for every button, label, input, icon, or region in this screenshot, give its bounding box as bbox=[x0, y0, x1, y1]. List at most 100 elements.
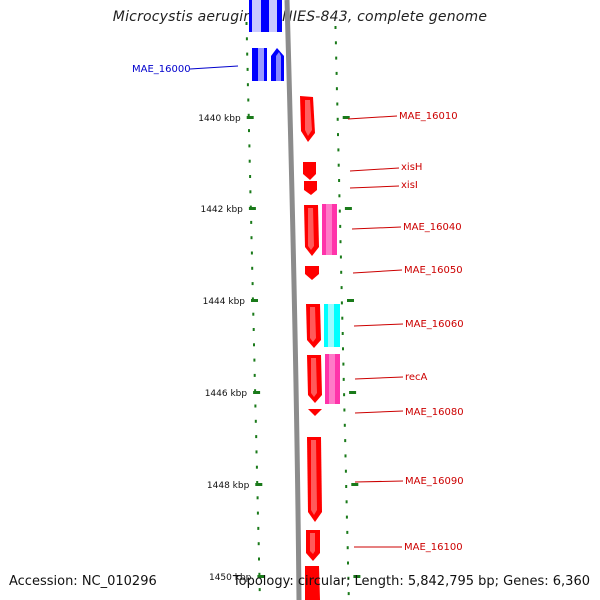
guide-dot bbox=[256, 481, 259, 484]
guide-dot bbox=[334, 41, 337, 45]
gene-feature-highlight bbox=[310, 307, 316, 342]
gene-label[interactable]: MAE_16000 bbox=[132, 64, 191, 75]
gene-feature-highlight bbox=[252, 0, 261, 32]
guide-dot bbox=[338, 209, 341, 213]
guide-dot bbox=[245, 22, 248, 25]
guide-dot bbox=[345, 485, 348, 488]
guide-dot bbox=[246, 83, 249, 87]
leader-line bbox=[354, 480, 404, 483]
guide-dot bbox=[254, 404, 257, 408]
guide-dot bbox=[251, 266, 254, 270]
gene-label[interactable]: MAE_16040 bbox=[403, 222, 462, 233]
guide-dot bbox=[255, 435, 258, 439]
gene-label[interactable]: MAE_16010 bbox=[399, 111, 458, 122]
leader-line bbox=[349, 167, 400, 172]
guide-dot bbox=[258, 557, 260, 561]
guide-dot bbox=[254, 389, 257, 393]
guide-dot bbox=[340, 270, 343, 274]
guide-dot bbox=[250, 251, 253, 255]
gene-feature-arrow[interactable] bbox=[303, 162, 316, 180]
guide-dot bbox=[258, 572, 261, 576]
map-title: Microcystis aeruginosa NIES-843, complet… bbox=[112, 9, 488, 25]
guide-dot bbox=[344, 454, 347, 458]
guide-dot bbox=[256, 511, 259, 515]
guide-dot bbox=[340, 286, 343, 290]
guide-dot bbox=[335, 87, 338, 91]
gene-label[interactable]: MAE_16080 bbox=[405, 407, 464, 418]
guide-dot bbox=[248, 159, 251, 163]
genome-info-text: Topology: circular; Length: 5,842,795 bp… bbox=[232, 574, 590, 589]
guide-dot bbox=[337, 163, 340, 167]
gene-label[interactable]: recA bbox=[405, 372, 428, 383]
gene-feature[interactable] bbox=[305, 566, 320, 600]
scale-ticks bbox=[246, 116, 361, 578]
guide-dot bbox=[253, 373, 256, 377]
guide-dot bbox=[258, 588, 261, 592]
guide-dot bbox=[335, 71, 338, 75]
guide-dot bbox=[334, 26, 337, 29]
guide-dot bbox=[255, 465, 258, 469]
guide-dot bbox=[249, 190, 252, 194]
gene-feature-highlight bbox=[310, 533, 315, 554]
guide-dot bbox=[248, 144, 251, 148]
gene-label[interactable]: MAE_16060 bbox=[405, 319, 464, 330]
gene-feature-arrow[interactable] bbox=[305, 266, 319, 280]
guide-dot bbox=[342, 362, 345, 366]
tick-label: 1444 kbp bbox=[203, 297, 246, 307]
major-tick bbox=[246, 116, 254, 119]
tick-label: 1448 kbp bbox=[207, 481, 250, 491]
major-tick bbox=[251, 299, 258, 302]
guide-dot bbox=[255, 450, 258, 454]
tick-label: 1442 kbp bbox=[200, 205, 243, 215]
gene-feature-highlight bbox=[258, 48, 264, 81]
guide-dot bbox=[345, 515, 348, 519]
gene-feature-highlight bbox=[311, 440, 317, 515]
reverse-strand-features bbox=[249, 0, 284, 81]
gene-feature-arrow[interactable] bbox=[304, 181, 317, 195]
guide-dot bbox=[250, 236, 253, 240]
guide-dot bbox=[248, 129, 250, 133]
guide-dot bbox=[346, 530, 349, 534]
label-leader-lines bbox=[189, 65, 404, 548]
gene-feature-highlight bbox=[328, 304, 334, 347]
guide-dot bbox=[249, 175, 252, 178]
tick-label: 1446 kbp bbox=[205, 389, 248, 399]
gene-feature-highlight bbox=[311, 358, 317, 397]
guide-dot bbox=[339, 255, 342, 259]
guide-dot bbox=[344, 439, 347, 443]
guide-dot bbox=[347, 592, 350, 596]
genome-backbone bbox=[284, 0, 302, 600]
guide-dot bbox=[253, 358, 256, 362]
gene-feature-arrow[interactable] bbox=[308, 409, 322, 416]
gene-label[interactable]: xisI bbox=[401, 180, 418, 191]
guide-dot bbox=[246, 67, 249, 71]
guide-dot bbox=[338, 179, 341, 182]
guide-dot bbox=[345, 500, 348, 504]
gene-label[interactable]: MAE_16090 bbox=[405, 476, 464, 487]
leader-line bbox=[347, 115, 398, 120]
guide-dot bbox=[338, 194, 341, 198]
major-tick bbox=[347, 299, 354, 302]
guide-dot bbox=[343, 423, 346, 427]
major-tick bbox=[253, 391, 261, 394]
tick-label: 1440 kbp bbox=[198, 114, 241, 124]
guide-dot bbox=[257, 542, 260, 546]
major-tick bbox=[257, 575, 265, 578]
gene-feature-highlight bbox=[276, 52, 281, 81]
major-tick bbox=[349, 391, 357, 394]
major-tick bbox=[342, 116, 350, 119]
leader-line bbox=[354, 376, 404, 380]
guide-dot bbox=[336, 102, 339, 106]
leader-line bbox=[354, 410, 404, 414]
gene-label[interactable]: MAE_16050 bbox=[404, 265, 463, 276]
guide-dot bbox=[247, 98, 250, 102]
leader-line bbox=[351, 226, 402, 230]
gene-label[interactable]: xisH bbox=[401, 162, 422, 173]
leader-line bbox=[352, 269, 403, 274]
guide-dot bbox=[254, 419, 257, 423]
guide-dot bbox=[347, 576, 350, 580]
gene-label[interactable]: MAE_16100 bbox=[404, 542, 463, 553]
guide-dot bbox=[257, 526, 260, 530]
